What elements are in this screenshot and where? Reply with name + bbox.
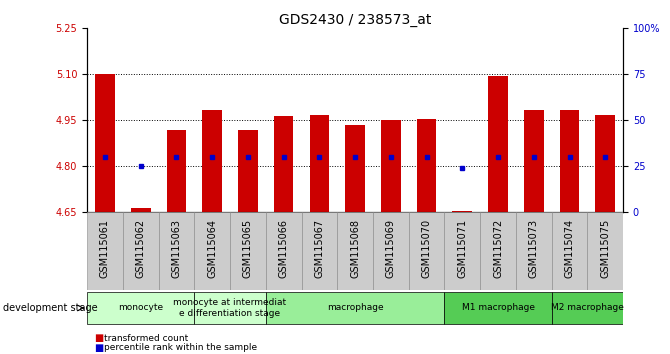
Bar [444, 212, 480, 290]
Text: GSM115064: GSM115064 [207, 219, 217, 278]
Text: GSM115067: GSM115067 [314, 219, 324, 278]
Bar [123, 212, 159, 290]
Bar [266, 212, 302, 290]
Text: M1 macrophage: M1 macrophage [462, 303, 535, 313]
Bar [337, 212, 373, 290]
Text: transformed count: transformed count [104, 333, 188, 343]
Text: monocyte: monocyte [118, 303, 163, 313]
Bar [381, 120, 401, 212]
Bar [95, 74, 115, 212]
Bar [596, 115, 615, 212]
Text: GSM115071: GSM115071 [458, 219, 467, 278]
Title: GDS2430 / 238573_at: GDS2430 / 238573_at [279, 13, 431, 27]
Bar [524, 110, 543, 212]
Bar [444, 292, 551, 324]
Bar [551, 212, 588, 290]
Bar [266, 292, 444, 324]
Bar [551, 292, 623, 324]
Text: GSM115074: GSM115074 [565, 219, 574, 278]
Bar [167, 130, 186, 212]
Text: GSM115066: GSM115066 [279, 219, 289, 278]
Bar [588, 212, 623, 290]
Text: ■: ■ [94, 343, 103, 353]
Text: development stage: development stage [3, 303, 98, 313]
Text: GSM115065: GSM115065 [243, 219, 253, 278]
Bar [194, 292, 266, 324]
Bar [238, 130, 258, 212]
Text: GSM115073: GSM115073 [529, 219, 539, 278]
Bar [202, 110, 222, 212]
Text: GSM115075: GSM115075 [600, 219, 610, 278]
Text: macrophage: macrophage [327, 303, 383, 313]
Bar [87, 212, 123, 290]
Text: ■: ■ [94, 333, 103, 343]
Bar [409, 212, 444, 290]
Text: GSM115062: GSM115062 [136, 219, 145, 278]
Bar [559, 110, 580, 212]
Bar [373, 212, 409, 290]
Bar [452, 211, 472, 212]
Bar [302, 212, 337, 290]
Bar [87, 292, 194, 324]
Bar [131, 208, 151, 212]
Text: GSM115061: GSM115061 [100, 219, 110, 278]
Text: percentile rank within the sample: percentile rank within the sample [104, 343, 257, 352]
Bar [480, 212, 516, 290]
Text: monocyte at intermediat
e differentiation stage: monocyte at intermediat e differentiatio… [174, 298, 287, 318]
Bar [516, 212, 551, 290]
Bar [274, 116, 293, 212]
Text: M2 macrophage: M2 macrophage [551, 303, 624, 313]
Bar [310, 115, 329, 212]
Bar [417, 119, 436, 212]
Text: GSM115069: GSM115069 [386, 219, 396, 278]
Bar [230, 212, 266, 290]
Text: GSM115068: GSM115068 [350, 219, 360, 278]
Bar [345, 125, 365, 212]
Bar [194, 212, 230, 290]
Bar [488, 76, 508, 212]
Text: GSM115072: GSM115072 [493, 219, 503, 278]
Text: GSM115063: GSM115063 [172, 219, 182, 278]
Bar [159, 212, 194, 290]
Text: GSM115070: GSM115070 [421, 219, 431, 278]
